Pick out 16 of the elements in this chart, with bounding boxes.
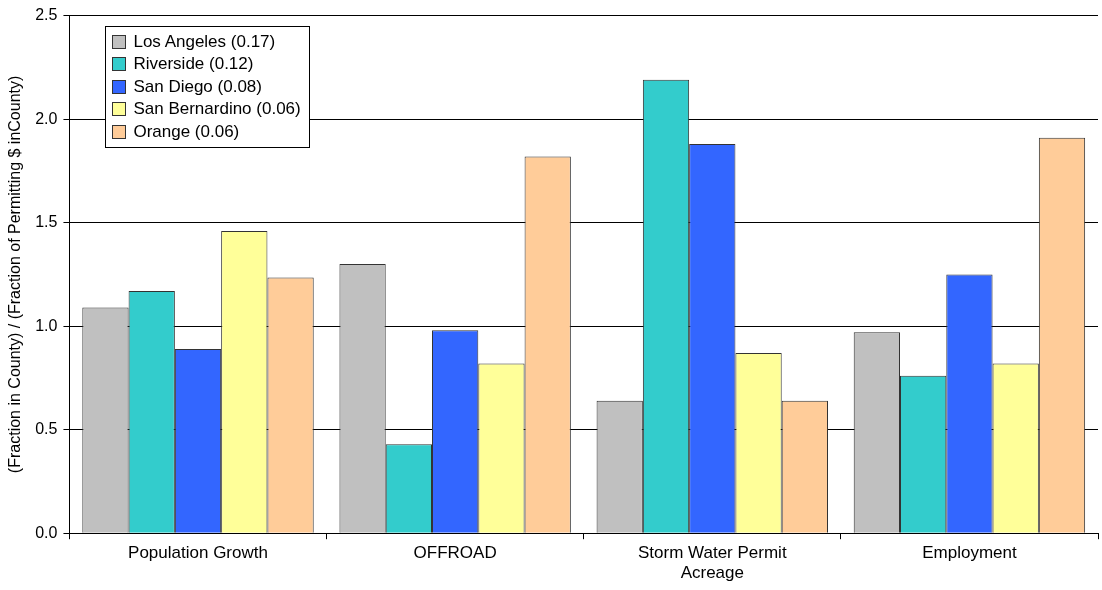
legend-label: Riverside (0.12): [133, 53, 254, 76]
x-tick-label: OFFROAD: [413, 543, 497, 563]
legend-label: San Bernardino (0.06): [133, 98, 301, 121]
legend-label: San Diego (0.08): [133, 75, 262, 98]
x-tick-label: Storm Water Permit Acreage: [637, 543, 787, 583]
x-tick-label: Employment: [922, 543, 1017, 563]
y-tick-label: 2.5: [35, 6, 58, 24]
legend-label: Los Angeles (0.17): [133, 30, 276, 53]
y-tick-label: 2.0: [35, 109, 58, 127]
y-tick-label: 0.0: [35, 523, 58, 541]
y-tick-label: 1.5: [35, 213, 58, 231]
x-tick-label: Population Growth: [128, 543, 268, 563]
y-tick-label: 1.0: [35, 316, 58, 334]
legend-label: Orange (0.06): [133, 120, 240, 143]
y-axis-title: (Fraction in County) / (Fraction of Permitting $ inCounty): [6, 75, 24, 474]
y-tick-label: 0.5: [35, 420, 58, 438]
